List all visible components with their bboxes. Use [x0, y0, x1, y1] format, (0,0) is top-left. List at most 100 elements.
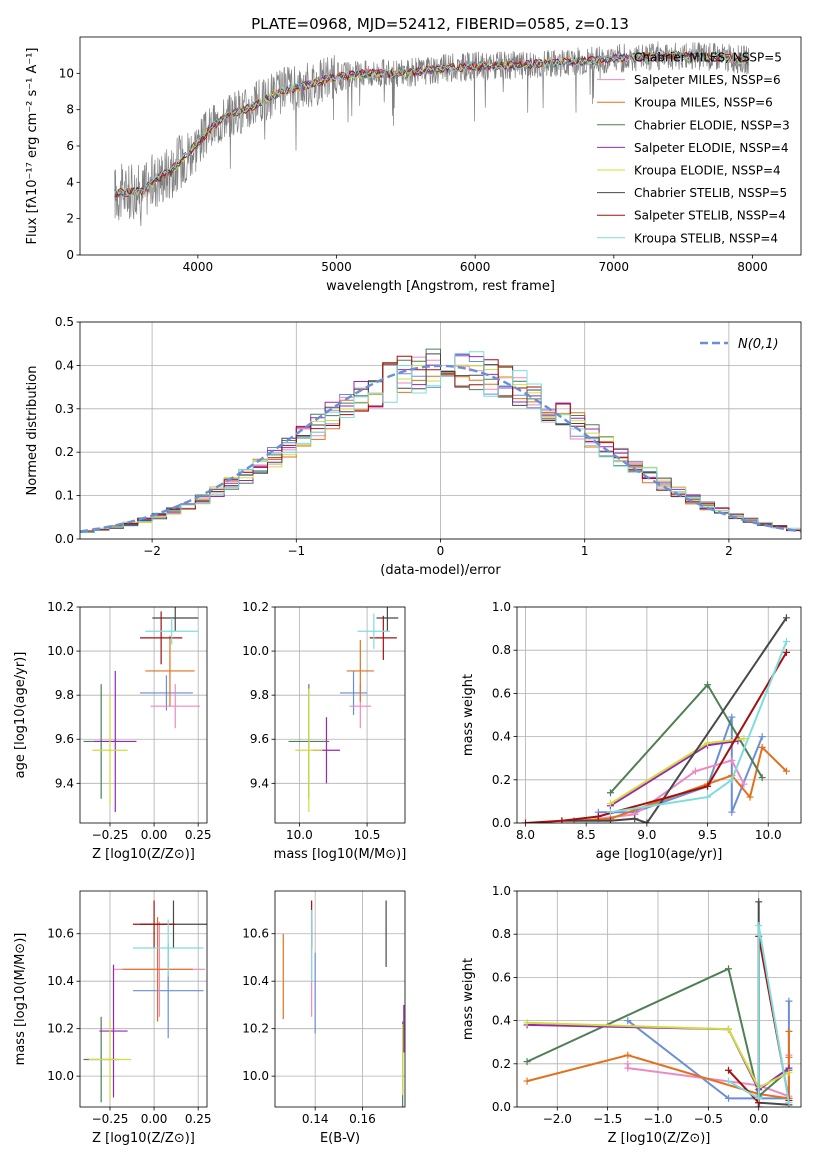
weight-series-kroupa-elodie — [606, 735, 748, 808]
x-tick-label: −0.25 — [92, 828, 129, 842]
y-axis-label: age [log10(age/yr)] — [13, 652, 28, 779]
spectrum-panel: 4000 5000 6000 7000 8000 0 2 4 6 8 10 wavelength [A… — [25, 36, 802, 294]
x-tick-label: −2.0 — [543, 1112, 572, 1126]
y-tick-label: 0.2 — [492, 773, 511, 787]
errorbar-kroupa-miles — [346, 640, 374, 702]
axis-ticks: 8.0 8.5 9.0 9.5 10.0 0.0 0.2 0.4 0.6 0.8 1.0 — [492, 600, 782, 842]
weight-marker — [521, 819, 529, 823]
y-tick-label: 0.5 — [55, 315, 74, 329]
errorbar-chabrier-stelib — [376, 607, 399, 632]
y-tick-label: 9.8 — [250, 688, 269, 702]
y-tick-label: 10.4 — [242, 974, 269, 988]
x-tick-label: 0.14 — [302, 1112, 329, 1126]
plot-area — [521, 614, 790, 823]
weight-marker — [606, 789, 614, 797]
y-tick-label: 10 — [59, 66, 74, 80]
y-tick-label: 0.4 — [492, 1014, 511, 1028]
y-axis-label: Normed distribution — [25, 366, 40, 496]
x-tick-label: 2 — [725, 544, 733, 558]
y-tick-label: 10.2 — [242, 600, 269, 614]
legend-label: Kroupa MILES, NSSP=6 — [634, 96, 773, 110]
spectrum-legend: Chabrier MILES, NSSP=5 Salpeter MILES, NS… — [597, 51, 790, 245]
y-axis-label: mass [log10(M/M⊙)] — [13, 933, 28, 1066]
y-tick-label: 0.0 — [492, 816, 511, 830]
y-tick-label: 8 — [66, 103, 74, 117]
y-tick-label: 10.0 — [242, 1069, 269, 1083]
plot-area — [83, 607, 200, 812]
gridlines — [80, 606, 207, 823]
weight-series-kroupa-miles — [523, 1027, 793, 1102]
weight-marker — [691, 767, 699, 775]
weight-marker — [728, 776, 736, 784]
mass-vs-ebv-panel: 0.14 0.16 10.0 10.2 10.4 10.6 E(B-V) — [242, 890, 406, 1146]
gridlines — [275, 606, 405, 823]
y-tick-label: 0.2 — [55, 445, 74, 459]
y-tick-label: 0.8 — [492, 927, 511, 941]
x-tick-label: 4000 — [183, 260, 214, 274]
legend-label: Salpeter ELODIE, NSSP=4 — [634, 141, 789, 155]
weight-marker — [782, 767, 790, 775]
x-axis-label: E(B-V) — [320, 1131, 360, 1146]
y-tick-label: 9.4 — [55, 776, 74, 790]
y-tick-label: 10.0 — [47, 1069, 74, 1083]
axis-ticks: −0.25 0.00 0.25 10.0 10.2 10.4 10.6 — [47, 927, 211, 1126]
x-tick-label: −0.5 — [694, 1112, 723, 1126]
weight-marker — [755, 922, 763, 930]
x-tick-label: 6000 — [460, 260, 491, 274]
weight-marker — [724, 1025, 732, 1033]
errorbar-kroupa-elodie — [92, 695, 128, 806]
axis-ticks: −2 −1 0 1 2 0.0 0.1 0.2 0.3 0.4 0.5 — [55, 315, 733, 558]
weight-series-kroupa-stelib — [724, 922, 793, 1107]
x-tick-label: −1 — [287, 544, 305, 558]
x-axis-label: Z [log10(Z/Z⊙)] — [92, 1131, 195, 1146]
axis-ticks: −0.25 0.00 0.25 9.4 9.6 9.8 10.0 10.2 — [47, 600, 211, 842]
x-tick-label: 10.0 — [755, 828, 782, 842]
axes-frame — [79, 606, 208, 824]
gridlines — [80, 891, 207, 1107]
y-axis-label: Flux [fλ10⁻¹⁷ erg cm⁻² s⁻¹ A⁻¹] — [25, 48, 40, 245]
weight-marker — [740, 780, 748, 788]
legend-label: Kroupa ELODIE, NSSP=4 — [634, 164, 781, 178]
gaussian-reference-line — [80, 364, 801, 533]
x-tick-label: 0.25 — [185, 1112, 212, 1126]
y-tick-label: 9.8 — [55, 688, 74, 702]
weight-marker — [785, 997, 793, 1005]
weight-marker — [594, 813, 602, 821]
errorbar-kroupa-stelib — [145, 618, 199, 645]
y-tick-label: 0.8 — [492, 643, 511, 657]
errorbar-chabrier-stelib — [152, 607, 199, 632]
histogram-chabrier-stelib-step — [80, 353, 801, 533]
errorbar-kroupa-miles — [145, 635, 195, 707]
axes-frame — [516, 890, 802, 1108]
x-axis-label: age [log10(age/yr)] — [596, 847, 723, 862]
errorbar-chabrier-miles — [340, 670, 368, 715]
y-tick-label: 10.2 — [47, 1022, 74, 1036]
weight-vs-metallicity-panel: −2.0 −1.5 −1.0 −0.5 0.0 0.0 0.2 0.4 0.6 0.8 1.0 Z [… — [461, 884, 802, 1146]
weight-marker — [785, 1027, 793, 1035]
legend-label: N(0,1) — [738, 337, 779, 352]
weight-marker — [782, 648, 790, 656]
legend-label: Kroupa STELIB, NSSP=4 — [634, 231, 778, 245]
axes-frame — [274, 606, 406, 824]
x-tick-label: 0.00 — [141, 1112, 168, 1126]
y-tick-label: 0.2 — [492, 1057, 511, 1071]
y-tick-label: 0.6 — [492, 970, 511, 984]
weight-marker — [758, 733, 766, 741]
axis-ticks: −2.0 −1.5 −1.0 −0.5 0.0 0.0 0.2 0.4 0.6 0.8 1.0 — [492, 884, 768, 1126]
legend-label: Salpeter STELIB, NSSP=4 — [634, 209, 786, 223]
errorbar-salpeter-stelib — [132, 900, 176, 948]
y-tick-label: 2 — [66, 212, 74, 226]
errorbar-kroupa-miles — [122, 917, 193, 1022]
weight-marker — [746, 793, 754, 801]
legend-label: Chabrier STELIB, NSSP=5 — [634, 186, 787, 200]
x-tick-label: 1 — [581, 544, 589, 558]
x-axis-label: mass [log10(M/M⊙)] — [274, 847, 407, 862]
x-axis-label: Z [log10(Z/Z⊙)] — [608, 1131, 711, 1146]
residuals-legend: N(0,1) — [700, 337, 779, 352]
weight-marker — [728, 713, 736, 721]
x-tick-label: 8000 — [737, 260, 768, 274]
x-tick-label: 0 — [437, 544, 445, 558]
y-tick-label: 10.0 — [47, 644, 74, 658]
y-tick-label: 0.4 — [492, 730, 511, 744]
weight-marker — [755, 1094, 763, 1102]
